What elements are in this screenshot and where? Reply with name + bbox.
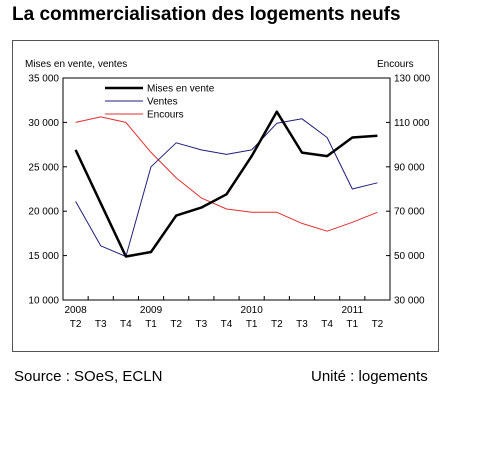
left-tick-label: 10 000 [28, 296, 59, 307]
right-tick-label: 30 000 [394, 296, 425, 307]
x-quarter-label: T3 [196, 319, 208, 330]
x-quarter-label: T4 [321, 319, 333, 330]
left-tick-label: 20 000 [28, 207, 59, 218]
x-quarter-label: T3 [296, 319, 308, 330]
left-tick-label: 35 000 [28, 74, 59, 85]
series-layer [74, 110, 378, 258]
series-line-ventes [75, 118, 378, 257]
legend: Mises en vente Ventes Encours [105, 84, 215, 121]
x-year-label: 2011 [342, 305, 364, 316]
x-quarter-label: T1 [246, 319, 258, 330]
legend-label: Encours [147, 110, 184, 121]
x-quarter-label: T4 [221, 319, 233, 330]
right-axis-label: Encours [377, 59, 414, 70]
x-quarter-label: T2 [271, 319, 283, 330]
plot-area [62, 77, 391, 301]
x-quarter-label: T3 [95, 319, 107, 330]
left-axis: 10 000 15 000 20 000 25 000 30 000 35 000 [28, 74, 67, 307]
left-tick-label: 25 000 [28, 162, 59, 173]
right-tick-label: 50 000 [394, 251, 425, 262]
left-tick-label: 15 000 [28, 251, 59, 262]
right-axis: 30 000 50 000 70 000 90 000 110 000 130 000 [386, 74, 431, 307]
x-quarter-label: T1 [145, 319, 157, 330]
left-axis-label: Mises en vente, ventes [25, 59, 127, 70]
right-tick-label: 130 000 [394, 74, 431, 85]
unit-note: Unité : logements [311, 368, 428, 385]
legend-label: Mises en vente [147, 84, 215, 95]
x-year-label: 2009 [140, 305, 163, 316]
chart-frame: Mises en vente, ventes Encours 10 000 15 … [12, 40, 439, 352]
right-tick-label: 110 000 [394, 118, 430, 129]
series-line-encours [75, 116, 378, 232]
x-quarter-label: T1 [346, 319, 358, 330]
line-chart: Mises en vente, ventes Encours 10 000 15 … [25, 59, 431, 330]
series-line-mises-en-vente [74, 110, 378, 258]
x-axis: T2 T3 T4 T1 T2 T3 T4 T1 T2 T3 T4 T1 T2 2008 2009 2010 20… [64, 296, 384, 330]
x-quarter-label: T2 [70, 319, 82, 330]
x-quarter-label: T2 [372, 319, 384, 330]
x-quarter-label: T4 [120, 319, 132, 330]
source-note: Source : SOeS, ECLN [14, 368, 163, 385]
right-tick-label: 90 000 [394, 162, 425, 173]
right-tick-label: 70 000 [394, 207, 425, 218]
page-title: La commercialisation des logements neufs [12, 4, 401, 25]
left-tick-label: 30 000 [28, 118, 59, 129]
x-year-label: 2010 [241, 305, 264, 316]
x-quarter-label: T2 [170, 319, 182, 330]
legend-label: Ventes [147, 97, 178, 108]
x-year-label: 2008 [64, 305, 87, 316]
